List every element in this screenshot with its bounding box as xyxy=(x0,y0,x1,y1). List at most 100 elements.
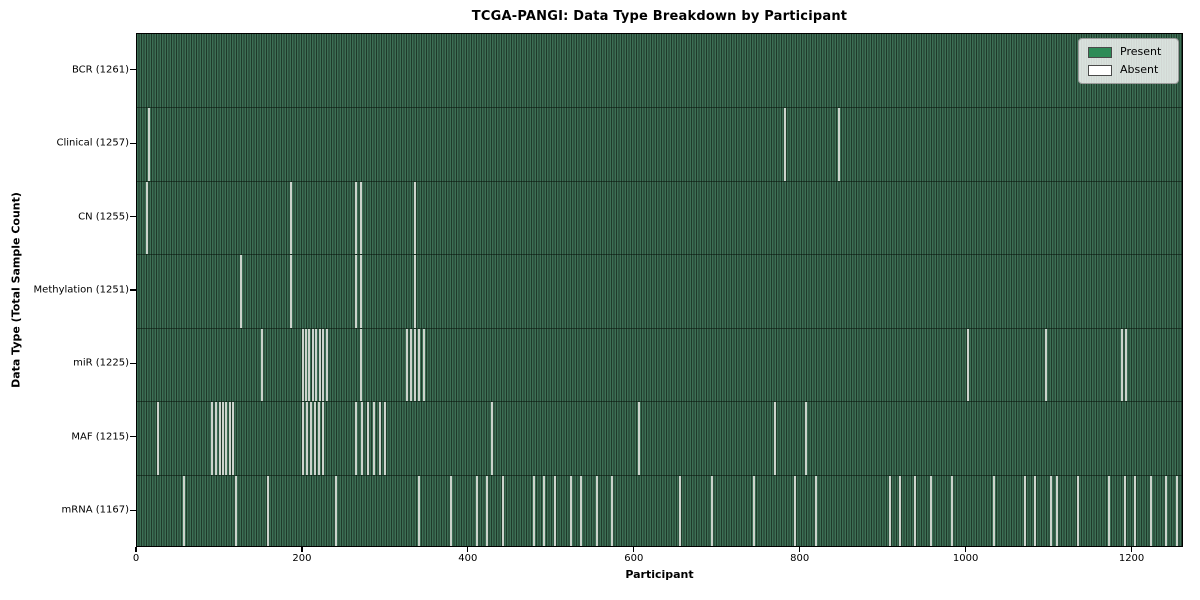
absent-stripe xyxy=(1121,328,1124,402)
absent-stripe xyxy=(569,475,572,546)
absent-stripe xyxy=(993,475,996,546)
heatmap-row-mrna xyxy=(137,474,1182,546)
x-tick-label-200: 200 xyxy=(292,553,312,564)
absent-stripe xyxy=(235,475,238,546)
absent-stripe xyxy=(311,328,314,402)
x-tick-mark xyxy=(633,547,635,552)
absent-stripe xyxy=(1034,475,1037,546)
x-tick-mark xyxy=(799,547,801,552)
absent-stripe xyxy=(354,181,357,255)
absent-stripe xyxy=(239,255,242,328)
absent-stripe xyxy=(1133,475,1136,546)
absent-stripe xyxy=(1165,475,1168,546)
absent-stripe xyxy=(301,402,304,475)
y-tick-label-maf: MAF (1215) xyxy=(71,431,129,443)
absent-stripe xyxy=(322,402,325,475)
absent-stripe xyxy=(414,181,417,255)
absent-stripe xyxy=(378,402,381,475)
heatmap-row-maf xyxy=(137,401,1182,475)
absent-stripe xyxy=(318,402,321,475)
absent-stripe xyxy=(418,328,421,402)
y-tick-label-methylation: Methylation (1251) xyxy=(33,284,129,296)
legend-label-absent: Absent xyxy=(1120,63,1159,76)
y-tick-mark xyxy=(130,289,136,291)
heatmap-row-cn xyxy=(137,180,1182,255)
absent-stripe xyxy=(156,402,159,475)
y-tick-label-cn: CN (1255) xyxy=(78,211,129,223)
absent-stripe xyxy=(325,328,328,402)
y-tick-mark xyxy=(130,509,136,511)
absent-stripe xyxy=(543,475,546,546)
absent-stripe xyxy=(147,108,150,181)
absent-stripe xyxy=(554,475,557,546)
absent-stripe xyxy=(410,328,413,402)
absent-stripe xyxy=(794,475,797,546)
absent-stripe xyxy=(360,328,363,402)
absent-swatch-icon xyxy=(1088,64,1112,76)
y-tick-label-bcr: BCR (1261) xyxy=(71,64,129,76)
absent-stripe xyxy=(322,328,325,402)
absent-stripe xyxy=(1024,475,1027,546)
absent-stripe xyxy=(210,402,213,475)
legend-item-absent: Absent xyxy=(1088,64,1169,76)
absent-stripe xyxy=(1176,475,1179,546)
absent-stripe xyxy=(334,475,337,546)
absent-stripe xyxy=(805,402,808,475)
chart-title: TCGA-PANGI: Data Type Breakdown by Parti… xyxy=(471,9,848,24)
absent-stripe xyxy=(579,475,582,546)
y-tick-mark xyxy=(130,215,136,218)
heatmap-row-clinical xyxy=(137,107,1182,181)
absent-stripe xyxy=(384,402,387,475)
absent-stripe xyxy=(783,108,786,181)
legend: Present Absent xyxy=(1078,38,1179,84)
x-tick-label-0: 0 xyxy=(132,553,140,564)
absent-stripe xyxy=(1108,475,1111,546)
absent-stripe xyxy=(838,108,841,181)
heatmap-row-bcr xyxy=(137,34,1182,108)
absent-stripe xyxy=(815,475,817,546)
absent-stripe xyxy=(308,328,311,402)
x-tick-mark xyxy=(1130,547,1133,552)
absent-stripe xyxy=(475,475,478,546)
y-axis-label: Data Type (Total Sample Count) xyxy=(9,192,23,388)
absent-stripe xyxy=(1055,475,1058,546)
absent-stripe xyxy=(304,328,307,402)
absent-stripe xyxy=(214,402,217,475)
absent-stripe xyxy=(183,475,186,546)
absent-stripe xyxy=(218,402,221,475)
absent-stripe xyxy=(637,402,640,475)
heatmap-row-methylation xyxy=(137,254,1182,328)
x-tick-label-400: 400 xyxy=(458,553,478,564)
absent-stripe xyxy=(752,475,755,546)
absent-stripe xyxy=(314,402,317,475)
absent-stripe xyxy=(414,328,417,402)
absent-stripe xyxy=(309,402,312,475)
y-tick-mark xyxy=(130,142,136,144)
y-tick-mark xyxy=(130,69,136,71)
x-tick-mark xyxy=(965,547,967,552)
x-tick-mark xyxy=(135,547,137,552)
absent-stripe xyxy=(966,328,969,402)
absent-stripe xyxy=(595,475,598,546)
absent-stripe xyxy=(305,402,308,475)
absent-stripe xyxy=(405,328,408,402)
absent-stripe xyxy=(422,328,425,402)
absent-stripe xyxy=(290,181,293,255)
absent-stripe xyxy=(1050,475,1053,546)
legend-label-present: Present xyxy=(1120,45,1162,58)
absent-stripe xyxy=(145,181,148,255)
absent-stripe xyxy=(773,402,776,475)
y-tick-label-mir: miR (1225) xyxy=(73,357,129,369)
absent-stripe xyxy=(501,475,504,546)
x-tick-label-1200: 1200 xyxy=(1118,553,1145,564)
absent-stripe xyxy=(950,475,953,546)
y-tick-mark xyxy=(130,436,136,438)
absent-stripe xyxy=(710,475,713,546)
x-tick-mark xyxy=(467,547,469,552)
x-tick-label-800: 800 xyxy=(790,553,810,564)
absent-stripe xyxy=(318,328,321,402)
absent-stripe xyxy=(266,475,269,546)
absent-stripe xyxy=(414,255,417,328)
absent-stripe xyxy=(222,402,225,475)
